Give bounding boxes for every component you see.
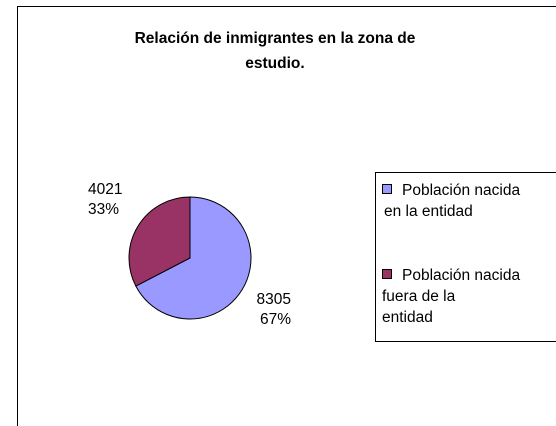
data-label-foreign-value: 4021	[88, 181, 123, 198]
legend-swatch-native	[382, 184, 392, 194]
chart-area	[17, 6, 556, 426]
legend-swatch-foreign	[382, 269, 392, 279]
data-label-native: 8305 67%	[245, 290, 291, 330]
chart-title-line-1: Relación de inmigrantes en la zona de	[134, 30, 416, 47]
legend-item-native: Población nacida en la entidad	[382, 180, 556, 222]
chart-title-line-2: estudio.	[245, 55, 305, 72]
data-label-native-percent: 67%	[259, 311, 291, 328]
data-label-foreign: 4021 33%	[88, 180, 122, 220]
legend-label-foreign-line-3: entidad	[382, 309, 433, 326]
data-label-native-value: 8305	[256, 291, 291, 308]
legend-label-foreign-line-2: fuera de la	[382, 288, 456, 305]
legend-label-native-line-1: Población nacida	[402, 182, 521, 199]
pie-slice-foreign	[128, 196, 191, 287]
chart-title: Relación de inmigrantes en la zona de es…	[40, 26, 510, 76]
legend-label-foreign-line-1: Población nacida	[402, 267, 521, 284]
pie-slice-native	[135, 196, 252, 320]
legend-item-foreign: Población nacida fuera de la entidad	[382, 265, 556, 328]
data-label-foreign-percent: 33%	[88, 201, 120, 218]
legend-label-native-line-2: en la entidad	[384, 203, 473, 220]
chart-legend: Población nacida en la entidad Población…	[375, 172, 556, 342]
